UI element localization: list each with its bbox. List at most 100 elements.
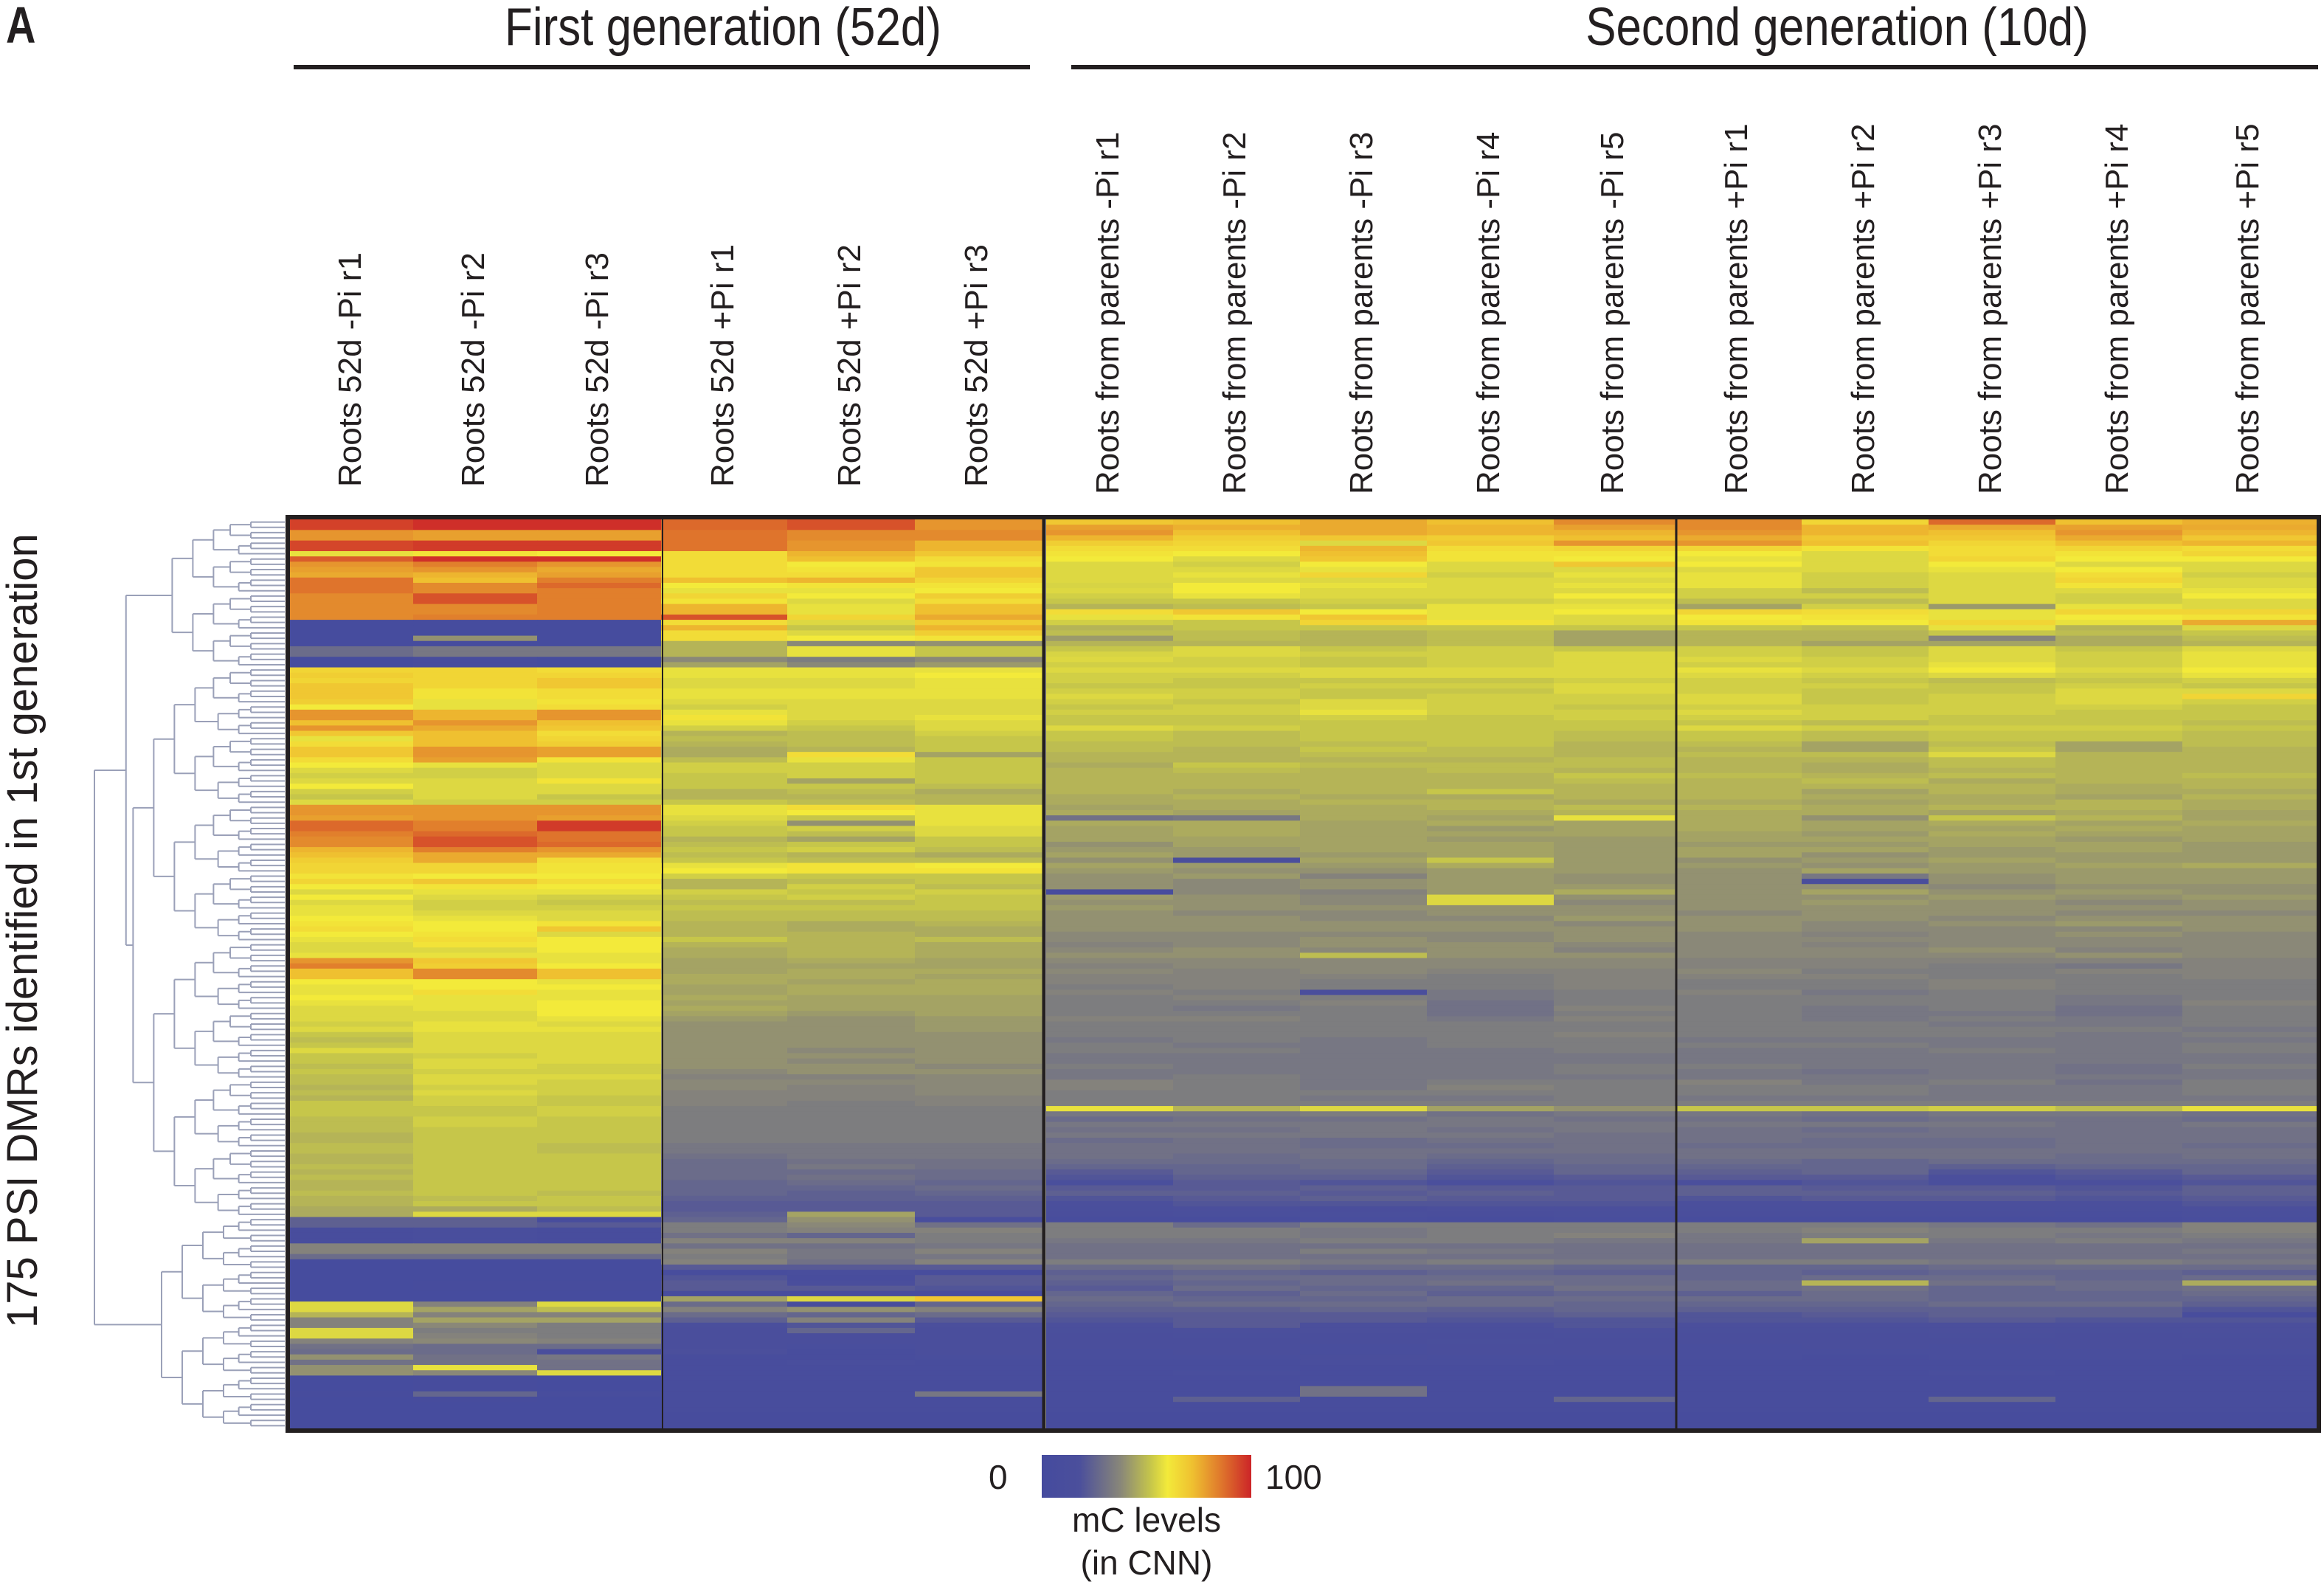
heatmap-cell (1300, 519, 1428, 525)
heatmap-cell (1300, 958, 1428, 964)
heatmap-cell (1427, 1254, 1554, 1260)
heatmap-cell (290, 789, 414, 795)
heatmap-cell (1675, 1169, 1802, 1175)
heatmap-cell (1300, 1407, 1428, 1414)
heatmap-cell (1300, 767, 1428, 774)
heatmap-cell (787, 1058, 916, 1065)
heatmap-cell (661, 593, 788, 600)
heatmap-cell (1802, 519, 1929, 525)
heatmap-cell (1554, 862, 1675, 869)
heatmap-cell (1554, 852, 1675, 859)
heatmap-cell (915, 936, 1042, 943)
heatmap-cell (2182, 1217, 2317, 1223)
heatmap-cell (1173, 1116, 1301, 1123)
heatmap-cell (1300, 1375, 1428, 1382)
heatmap-cell (1173, 1095, 1301, 1102)
heatmap-cell (1173, 519, 1301, 525)
heatmap-cell (1300, 1185, 1428, 1192)
heatmap-cell (1554, 720, 1675, 726)
heatmap-cell (1802, 1148, 1929, 1155)
heatmap-cell (413, 699, 538, 705)
heatmap-cell (2182, 683, 2317, 689)
heatmap-cell (1802, 1338, 1929, 1344)
heatmap-cell (1802, 1354, 1929, 1360)
heatmap-cell (537, 862, 662, 869)
heatmap-cell (1427, 1407, 1554, 1414)
heatmap-cell (413, 942, 538, 948)
heatmap-cell (1173, 767, 1301, 774)
heatmap-cell (1802, 1227, 1929, 1234)
heatmap-cell (290, 736, 414, 742)
heatmap-cell (413, 1275, 538, 1282)
heatmap-cell (1675, 1016, 1802, 1023)
heatmap-cell (661, 820, 788, 827)
heatmap-cell (290, 1307, 414, 1313)
heatmap-cell (661, 1090, 788, 1096)
heatmap-cell (661, 1422, 788, 1429)
heatmap-cell (2182, 757, 2317, 764)
heatmap-cell (787, 1259, 916, 1265)
heatmap-cell (290, 1344, 414, 1350)
heatmap-cell (413, 772, 538, 779)
heatmap-cell (661, 752, 788, 758)
heatmap-cell (915, 694, 1042, 700)
heatmap-cell (290, 699, 414, 705)
heatmap-cell (2055, 1412, 2183, 1419)
heatmap-cell (1046, 1164, 1174, 1170)
heatmap-cell (1427, 1417, 1554, 1424)
heatmap-cell (413, 667, 538, 674)
heatmap-cell (2055, 1148, 2183, 1155)
heatmap-cell (915, 1243, 1042, 1250)
heatmap-cell (661, 720, 788, 726)
heatmap-cell (290, 1254, 414, 1260)
heatmap-cell (1802, 926, 1929, 933)
heatmap-cell (290, 772, 414, 779)
heatmap-cell (2182, 884, 2317, 890)
heatmap-cell (787, 683, 916, 689)
heatmap-cell (1173, 1085, 1301, 1091)
heatmap-cell (1929, 1322, 2056, 1329)
heatmap-cell (1675, 926, 1802, 933)
heatmap-cell (2055, 767, 2183, 774)
heatmap-cell (1173, 540, 1301, 547)
heatmap-cell (413, 979, 538, 985)
heatmap-cell (537, 884, 662, 890)
heatmap-cell (1046, 1100, 1174, 1107)
heatmap-cell (2055, 1185, 2183, 1192)
heatmap-cell (661, 725, 788, 732)
heatmap-cell (661, 1158, 788, 1165)
heatmap-cell (787, 836, 916, 843)
heatmap-cell (2182, 614, 2317, 620)
heatmap-cell (1173, 1048, 1301, 1054)
heatmap-cell (787, 1285, 916, 1292)
heatmap-cell (2055, 752, 2183, 758)
heatmap-cell (1427, 1322, 1554, 1329)
heatmap-cell (413, 1391, 538, 1397)
heatmap-cell (2055, 1085, 2183, 1091)
heatmap-cell (537, 1238, 662, 1244)
heatmap-cell (2182, 1327, 2317, 1334)
heatmap-cell (1427, 1043, 1554, 1048)
heatmap-cell (2055, 1391, 2183, 1397)
heatmap-cell (1802, 936, 1929, 943)
heatmap-cell (1046, 1232, 1174, 1239)
heatmap-cell (1554, 1016, 1675, 1023)
heatmap-cell (1046, 784, 1174, 789)
heatmap-cell (1675, 1185, 1802, 1192)
heatmap-cell (1046, 720, 1174, 726)
heatmap-cell (1554, 767, 1675, 774)
heatmap-cell (787, 1412, 916, 1419)
heatmap-cell (2055, 1259, 2183, 1265)
heatmap-cell (1675, 1243, 1802, 1250)
heatmap-cell (915, 1227, 1042, 1234)
heatmap-cell (1427, 1338, 1554, 1344)
heatmap-cell (1300, 1264, 1428, 1270)
heatmap-cell (1173, 942, 1301, 948)
heatmap-cell (915, 820, 1042, 827)
heatmap-cell (537, 1312, 662, 1318)
heatmap-cell (1802, 572, 1929, 578)
heatmap-cell (915, 974, 1042, 980)
heatmap-cell (1554, 1132, 1675, 1138)
heatmap-cell (2182, 963, 2317, 969)
heatmap-cell (1427, 799, 1554, 806)
